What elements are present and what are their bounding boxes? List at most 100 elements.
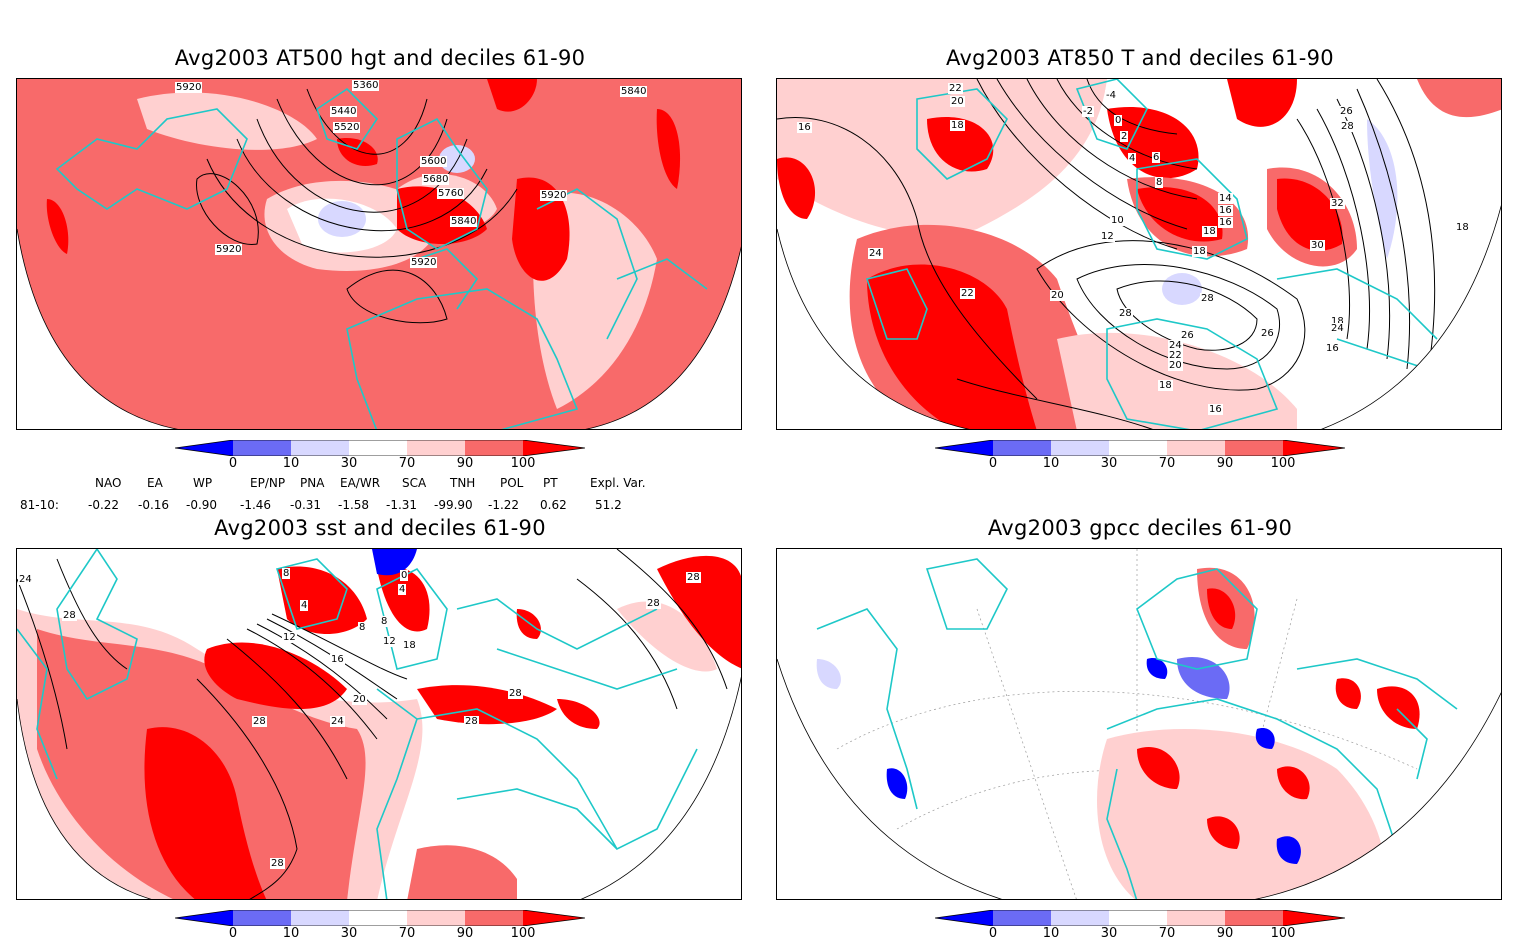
- colorbar-label: 30: [340, 926, 358, 941]
- contour-label: 28: [1200, 293, 1215, 304]
- contour-label: 18: [1330, 316, 1345, 327]
- contour-label: 4: [398, 584, 407, 595]
- index-value: -1.46: [240, 498, 272, 512]
- colorbar-label: 100: [510, 926, 536, 941]
- contour-label: 26: [1339, 106, 1354, 117]
- colorbar-label: 100: [1270, 926, 1296, 941]
- colorbar-label: 70: [1158, 456, 1176, 471]
- index-header: PNA: [300, 476, 325, 490]
- contour-label: 18: [1202, 226, 1217, 237]
- contour-label: 28: [270, 858, 285, 869]
- contour-label: 24: [1168, 340, 1183, 351]
- contour-label: -2: [1082, 106, 1094, 117]
- contour-label: 5840: [450, 216, 478, 227]
- contour-label: 16: [1218, 217, 1233, 228]
- contour-label: 16: [330, 654, 345, 665]
- panel-title-hgt500: Avg2003 AT500 hgt and deciles 61-90: [174, 46, 586, 70]
- contour-label: 30: [1310, 240, 1325, 251]
- contour-label: 0: [400, 570, 409, 581]
- panel-title-gpcc: Avg2003 gpcc deciles 61-90: [987, 516, 1293, 540]
- index-header: EP/NP: [250, 476, 286, 490]
- index-value: -0.31: [290, 498, 322, 512]
- colorbar-label: 90: [456, 456, 474, 471]
- colorbar-label: 30: [1100, 926, 1118, 941]
- contour-label: 28: [464, 716, 479, 727]
- index-header: Expl. Var.: [590, 476, 646, 490]
- contour-label: 28: [252, 716, 267, 727]
- contour-label: 18: [950, 120, 965, 131]
- contour-label: 8: [380, 616, 389, 627]
- colorbar-sst: 0 10 30 70 90 100: [174, 909, 586, 944]
- colorbar-label: 70: [1158, 926, 1176, 941]
- colorbar-hgt500: 0 10 30 70 90 100: [174, 439, 586, 474]
- index-value: -0.16: [138, 498, 170, 512]
- index-value: -0.90: [186, 498, 218, 512]
- colorbar-label: 100: [1270, 456, 1296, 471]
- colorbar-label: 10: [282, 926, 300, 941]
- index-value: 51.2: [595, 498, 622, 512]
- colorbar-gpcc: 0 10 30 70 90 100: [934, 909, 1346, 944]
- contour-label: 28: [62, 610, 77, 621]
- index-header: EA: [147, 476, 163, 490]
- contour-label: 26: [1180, 330, 1195, 341]
- map-hgt500: [16, 78, 742, 430]
- contour-label: 16: [797, 122, 812, 133]
- index-value: -1.22: [488, 498, 520, 512]
- colorbar-label: 30: [340, 456, 358, 471]
- contour-label: 14: [1218, 193, 1233, 204]
- index-header: WP: [193, 476, 213, 490]
- contour-label: 32: [1330, 198, 1345, 209]
- map-sst: [16, 548, 742, 900]
- contour-label: 24: [18, 574, 33, 585]
- contour-label: 28: [508, 688, 523, 699]
- index-value: -1.58: [338, 498, 370, 512]
- colorbar-label: 90: [1216, 926, 1234, 941]
- contour-label: 8: [358, 622, 367, 633]
- colorbar-label: 0: [988, 926, 998, 941]
- panel-title-sst: Avg2003 sst and deciles 61-90: [214, 516, 546, 540]
- shade-below: [318, 201, 366, 237]
- index-value: -99.90: [434, 498, 473, 512]
- contour-label: 22: [960, 288, 975, 299]
- contour-label: 22: [948, 83, 963, 94]
- contour-label: 5920: [215, 244, 243, 255]
- index-header: NAO: [95, 476, 122, 490]
- index-value: 0.62: [540, 498, 567, 512]
- contour-label: 24: [1330, 323, 1345, 334]
- contour-label: 5760: [437, 188, 465, 199]
- contour-label: 18: [1455, 222, 1470, 233]
- colorbar-label: 100: [510, 456, 536, 471]
- contour-label: 20: [950, 96, 965, 107]
- shade-above-100: [397, 186, 487, 244]
- contour-label: 16: [1325, 343, 1340, 354]
- colorbar-label: 70: [398, 456, 416, 471]
- contour-label: 28: [686, 572, 701, 583]
- index-header: POL: [500, 476, 524, 490]
- colorbar-label: 10: [282, 456, 300, 471]
- contour-label: 18: [1192, 246, 1207, 257]
- contour-label: 5840: [620, 86, 648, 97]
- contour-label: 12: [1100, 231, 1115, 242]
- colorbar-label: 10: [1042, 926, 1060, 941]
- contour-label: 8: [282, 568, 291, 579]
- contour-label: 20: [352, 694, 367, 705]
- contour-label: 28: [1118, 308, 1133, 319]
- contour-label: 5920: [410, 257, 438, 268]
- contour-label: 24: [330, 716, 345, 727]
- contour-label: 2: [1120, 131, 1129, 142]
- contour-label: 16: [1208, 404, 1223, 415]
- contour-label: 28: [1340, 121, 1355, 132]
- index-header: EA/WR: [340, 476, 381, 490]
- contour-label: 24: [868, 248, 883, 259]
- contour-label: 22: [1168, 350, 1183, 361]
- contour-label: 26: [1260, 328, 1275, 339]
- colorbar-label: 90: [456, 926, 474, 941]
- contour-label: 8: [1155, 177, 1164, 188]
- colorbar-label: 90: [1216, 456, 1234, 471]
- colorbar-label: 0: [988, 456, 998, 471]
- index-row-label: 81-10:: [20, 498, 59, 512]
- contour-label: 0: [1114, 115, 1123, 126]
- colorbar-label: 0: [228, 456, 238, 471]
- contour-label: 4: [300, 600, 309, 611]
- map-t850: [776, 78, 1502, 430]
